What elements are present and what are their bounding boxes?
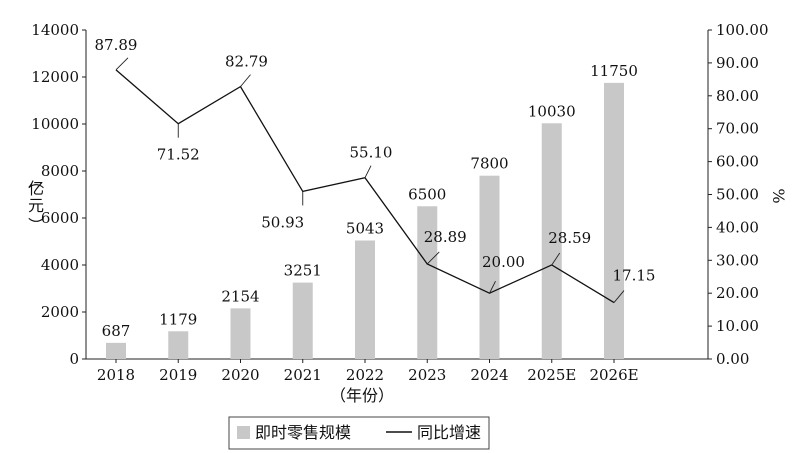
bar-series xyxy=(106,82,624,359)
bar xyxy=(106,342,126,359)
y-right-tick-label: 10.00 xyxy=(716,317,759,335)
y-left-tick-label: 2000 xyxy=(41,303,79,321)
y-right-tick-label: 90.00 xyxy=(716,54,759,72)
bar xyxy=(417,206,438,359)
y-right-tick-label: 0.00 xyxy=(716,350,749,368)
bar-value-label: 11750 xyxy=(590,62,638,80)
y-right-tick-label: 60.00 xyxy=(716,153,759,171)
x-tick-label: 2021 xyxy=(284,366,322,384)
line-value-label: 71.52 xyxy=(157,146,200,164)
line-value-label: 50.93 xyxy=(261,213,304,231)
y-left-tick-label: 10000 xyxy=(31,115,79,133)
data-labels: 687 1179 2154 3251 5043 6500 7800 10030 11750 87.… xyxy=(95,36,656,340)
bar-value-label: 3251 xyxy=(284,262,322,280)
y-right-axis-label: % xyxy=(769,188,788,203)
x-tick-label: 2024 xyxy=(470,366,508,384)
legend-line-label: 同比增速 xyxy=(417,423,481,442)
x-tick-label: 2018 xyxy=(97,366,135,384)
y-left-label-char: 亿 xyxy=(28,179,44,198)
x-tick-label: 2020 xyxy=(221,366,259,384)
bar-value-label: 687 xyxy=(102,322,131,340)
bar-value-label: 10030 xyxy=(528,102,576,120)
line-label-leader xyxy=(115,57,129,71)
line-label-leader xyxy=(613,290,625,303)
bar-value-label: 1179 xyxy=(159,310,197,328)
bar xyxy=(604,82,624,359)
x-tick-label: 2023 xyxy=(408,366,446,384)
bar xyxy=(355,240,375,359)
y-left-tick-label: 8000 xyxy=(41,162,79,180)
x-tick-label: 2025E xyxy=(527,366,576,384)
line-value-label: 20.00 xyxy=(482,253,525,271)
y-right-tick-label: 40.00 xyxy=(716,218,759,236)
line-value-label: 28.89 xyxy=(424,228,467,246)
y-left-label-char: ） xyxy=(26,217,45,233)
line-label-leader xyxy=(551,252,561,266)
bar-value-label: 5043 xyxy=(346,219,384,237)
y-left-tick-label: 12000 xyxy=(31,68,79,86)
y-left-tick-label: 6000 xyxy=(41,209,79,227)
bar-value-label: 2154 xyxy=(221,287,259,305)
bar xyxy=(292,282,313,359)
y-left-label-char: 元 xyxy=(28,196,44,215)
y-right-tick-label: 80.00 xyxy=(716,87,759,105)
line-label-leader xyxy=(364,165,372,178)
line-value-label: 17.15 xyxy=(613,267,656,285)
line-series xyxy=(115,57,625,304)
bar xyxy=(230,308,251,359)
y-left-tick-label: 0 xyxy=(69,350,79,368)
legend: 即时零售规模 同比增速 xyxy=(228,416,490,450)
y-right-tick-label: 50.00 xyxy=(716,186,759,204)
legend-bar-label: 即时零售规模 xyxy=(255,423,351,442)
line-label-leader xyxy=(426,251,440,265)
y-left-tick-label: 14000 xyxy=(31,21,79,39)
bar-value-label: 6500 xyxy=(408,185,446,203)
line-value-label: 87.89 xyxy=(95,36,138,54)
y-right-tick-label: 30.00 xyxy=(716,251,759,269)
y-left-label-char: （ xyxy=(26,173,45,189)
bar-value-label: 7800 xyxy=(470,155,508,173)
y-left-tick-label: 4000 xyxy=(41,256,79,274)
x-tick-label: 2019 xyxy=(159,366,197,384)
y-right-tick-label: 100.00 xyxy=(716,21,769,39)
line-value-label: 82.79 xyxy=(225,53,268,71)
bar xyxy=(541,123,562,359)
y-right-tick-label: 20.00 xyxy=(716,284,759,302)
x-tick-label: 2022 xyxy=(346,366,384,384)
legend-frame xyxy=(228,416,490,450)
line-label-leader xyxy=(240,74,251,87)
line-value-label: 55.10 xyxy=(350,144,393,162)
x-tick-label: 2026E xyxy=(589,366,638,384)
line-label-leader xyxy=(489,280,496,294)
bar xyxy=(479,175,500,359)
bar xyxy=(168,331,189,359)
legend-bar-swatch xyxy=(237,426,250,439)
y-right-tick-label: 70.00 xyxy=(716,120,759,138)
line-value-label: 28.59 xyxy=(548,229,591,247)
y-left-axis-label: （ 亿 元 ） xyxy=(26,173,45,233)
axes: 0 2000 4000 6000 8000 10000 12000 14000 0.00 10.0… xyxy=(31,21,768,384)
x-axis-label: （年份） xyxy=(330,386,394,405)
